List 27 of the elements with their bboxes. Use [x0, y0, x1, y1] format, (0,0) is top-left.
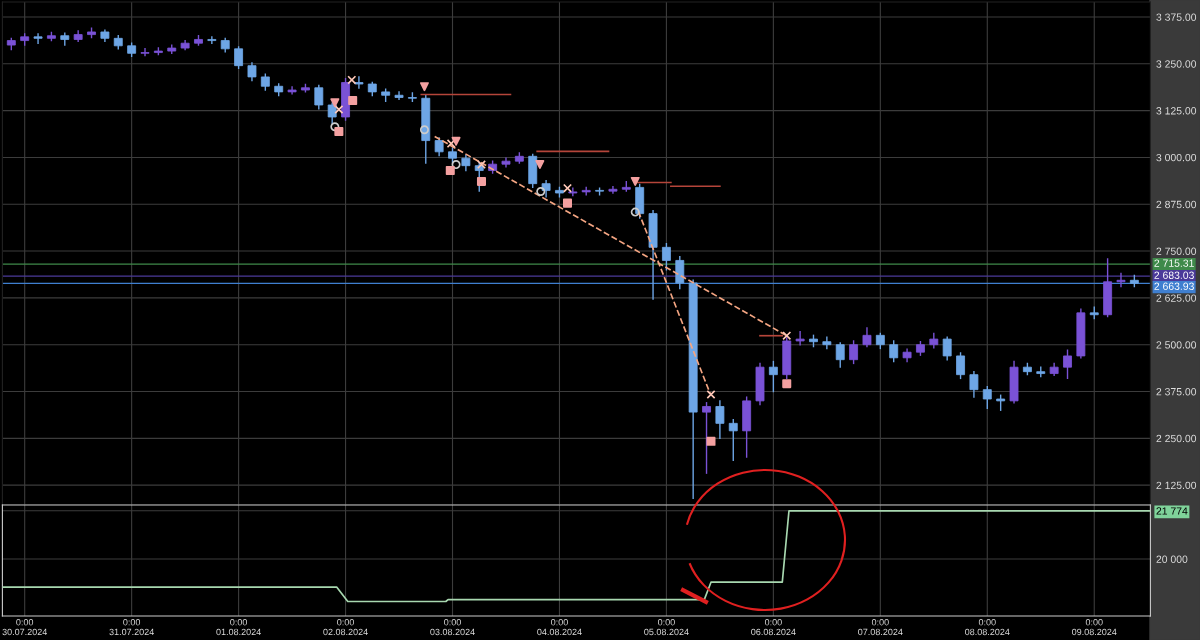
x-tick-label: 0:00 30.07.2024: [2, 619, 48, 636]
y-tick-label: 3 375.00: [1156, 13, 1197, 21]
y-tick-label: 2 625.00: [1156, 294, 1197, 302]
x-tick-label: 0:00 01.08.2024: [216, 619, 261, 636]
y-tick-label: 20 000: [1156, 555, 1188, 563]
y-tick-label: 3 125.00: [1156, 107, 1197, 115]
ref-line-label: 2 715.31: [1154, 259, 1194, 267]
x-tick-label: 0:00 09.08.2024: [1072, 619, 1117, 636]
x-tick-label: 0:00 08.08.2024: [965, 619, 1010, 636]
y-tick-label: 21 774: [1156, 507, 1188, 515]
y-tick-label: 2 375.00: [1156, 388, 1197, 396]
y-tick-label: 2 500.00: [1156, 341, 1197, 349]
x-tick-label: 0:00 02.08.2024: [323, 619, 368, 636]
y-tick-label: 2 875.00: [1156, 200, 1197, 209]
y-tick-label: 2 750.00: [1156, 247, 1197, 255]
x-tick-label: 0:00 03.08.2024: [430, 619, 475, 636]
x-tick-label: 0:00 05.08.2024: [644, 619, 689, 636]
y-tick-label: 3 250.00: [1156, 60, 1197, 68]
x-tick-label: 0:00 04.08.2024: [537, 619, 582, 636]
x-tick-label: 0:00 07.08.2024: [858, 619, 903, 636]
ref-line-label: 2 683.03: [1154, 271, 1194, 279]
y-tick-label: 2 125.00: [1156, 481, 1197, 490]
x-tick-label: 0:00 06.08.2024: [751, 619, 796, 636]
y-tick-label: 3 000.00: [1156, 153, 1197, 162]
ref-line-label: 2 663.93: [1154, 282, 1194, 290]
y-tick-label: 2 250.00: [1156, 434, 1197, 443]
x-tick-label: 0:00 31.07.2024: [109, 619, 154, 636]
